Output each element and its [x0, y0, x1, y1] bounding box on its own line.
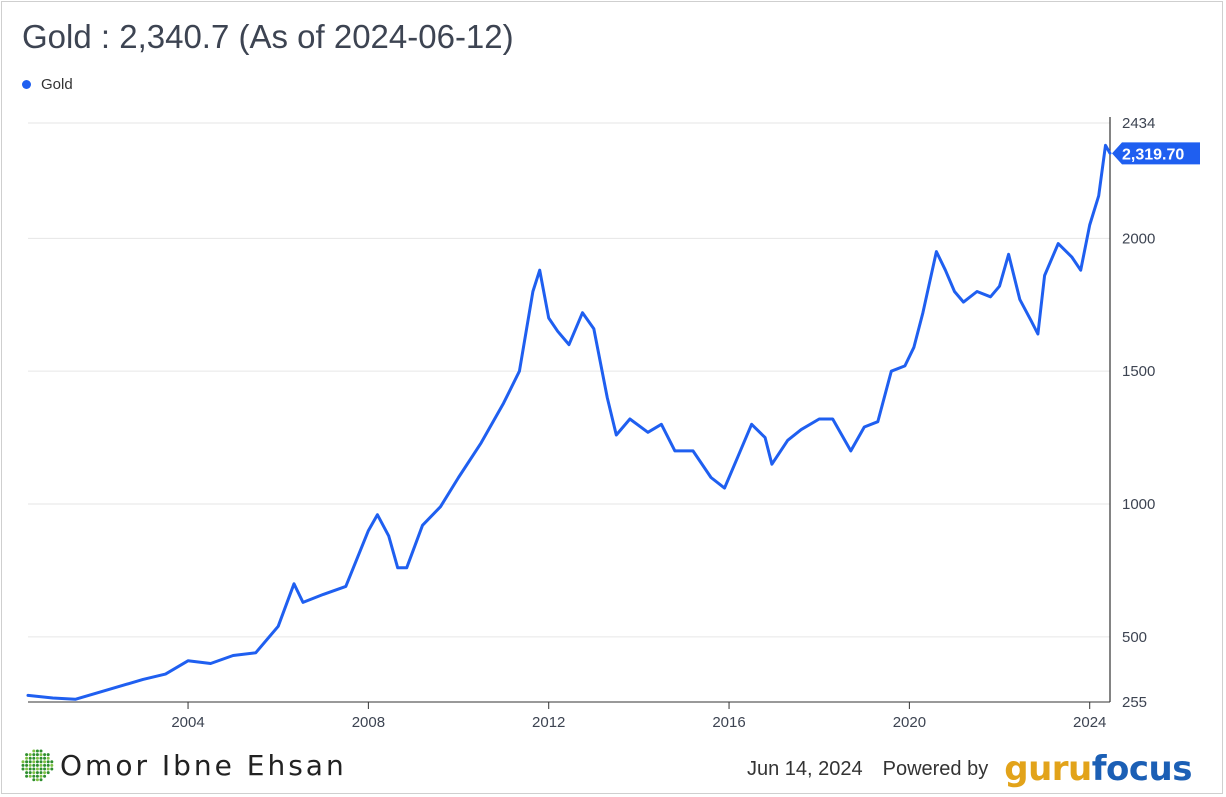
- y-tick-label-1500: 1500: [1122, 363, 1155, 380]
- x-tick-label-2008: 2008: [352, 714, 385, 731]
- globe-icon: [21, 749, 54, 782]
- legend-marker: [22, 80, 31, 89]
- footer-right: Jun 14, 2024 Powered by gurufocus: [746, 752, 1193, 786]
- legend[interactable]: Gold: [22, 76, 73, 93]
- x-tick-label-2004: 2004: [171, 714, 204, 731]
- x-tick-label-2024: 2024: [1073, 714, 1106, 731]
- y-tick-label-255: 255: [1122, 694, 1147, 711]
- x-tick-label-2012: 2012: [532, 714, 565, 731]
- line-chart: 255 500 1000 1500 2000 2434 2004 2008 2012 2016 20…: [26, 115, 1200, 731]
- last-value-flag: [1112, 142, 1200, 165]
- x-tick-label-2020: 2020: [893, 714, 926, 731]
- x-tick-label-2016: 2016: [712, 714, 745, 731]
- author-credit: Omor Ibne Ehsan: [20, 748, 347, 782]
- y-tick-label-2434: 2434: [1122, 115, 1155, 132]
- series-line-gold: [26, 143, 1112, 701]
- gurufocus-logo[interactable]: gurufocus: [1004, 752, 1192, 786]
- chart-title: Gold : 2,340.7 (As of 2024-06-12): [22, 18, 514, 55]
- logo-part-focus: focus: [1091, 749, 1193, 789]
- footer-date: Jun 14, 2024: [746, 757, 863, 780]
- y-tick-label-2000: 2000: [1122, 230, 1155, 247]
- last-value-label: 2,319.70: [1122, 146, 1184, 163]
- y-tick-label-1000: 1000: [1122, 496, 1155, 513]
- author-name: Omor Ibne Ehsan: [60, 748, 347, 782]
- legend-label: Gold: [41, 76, 73, 93]
- logo-part-guru: guru: [1004, 749, 1092, 789]
- y-tick-label-500: 500: [1122, 629, 1147, 646]
- powered-by-text: Powered by: [882, 757, 989, 780]
